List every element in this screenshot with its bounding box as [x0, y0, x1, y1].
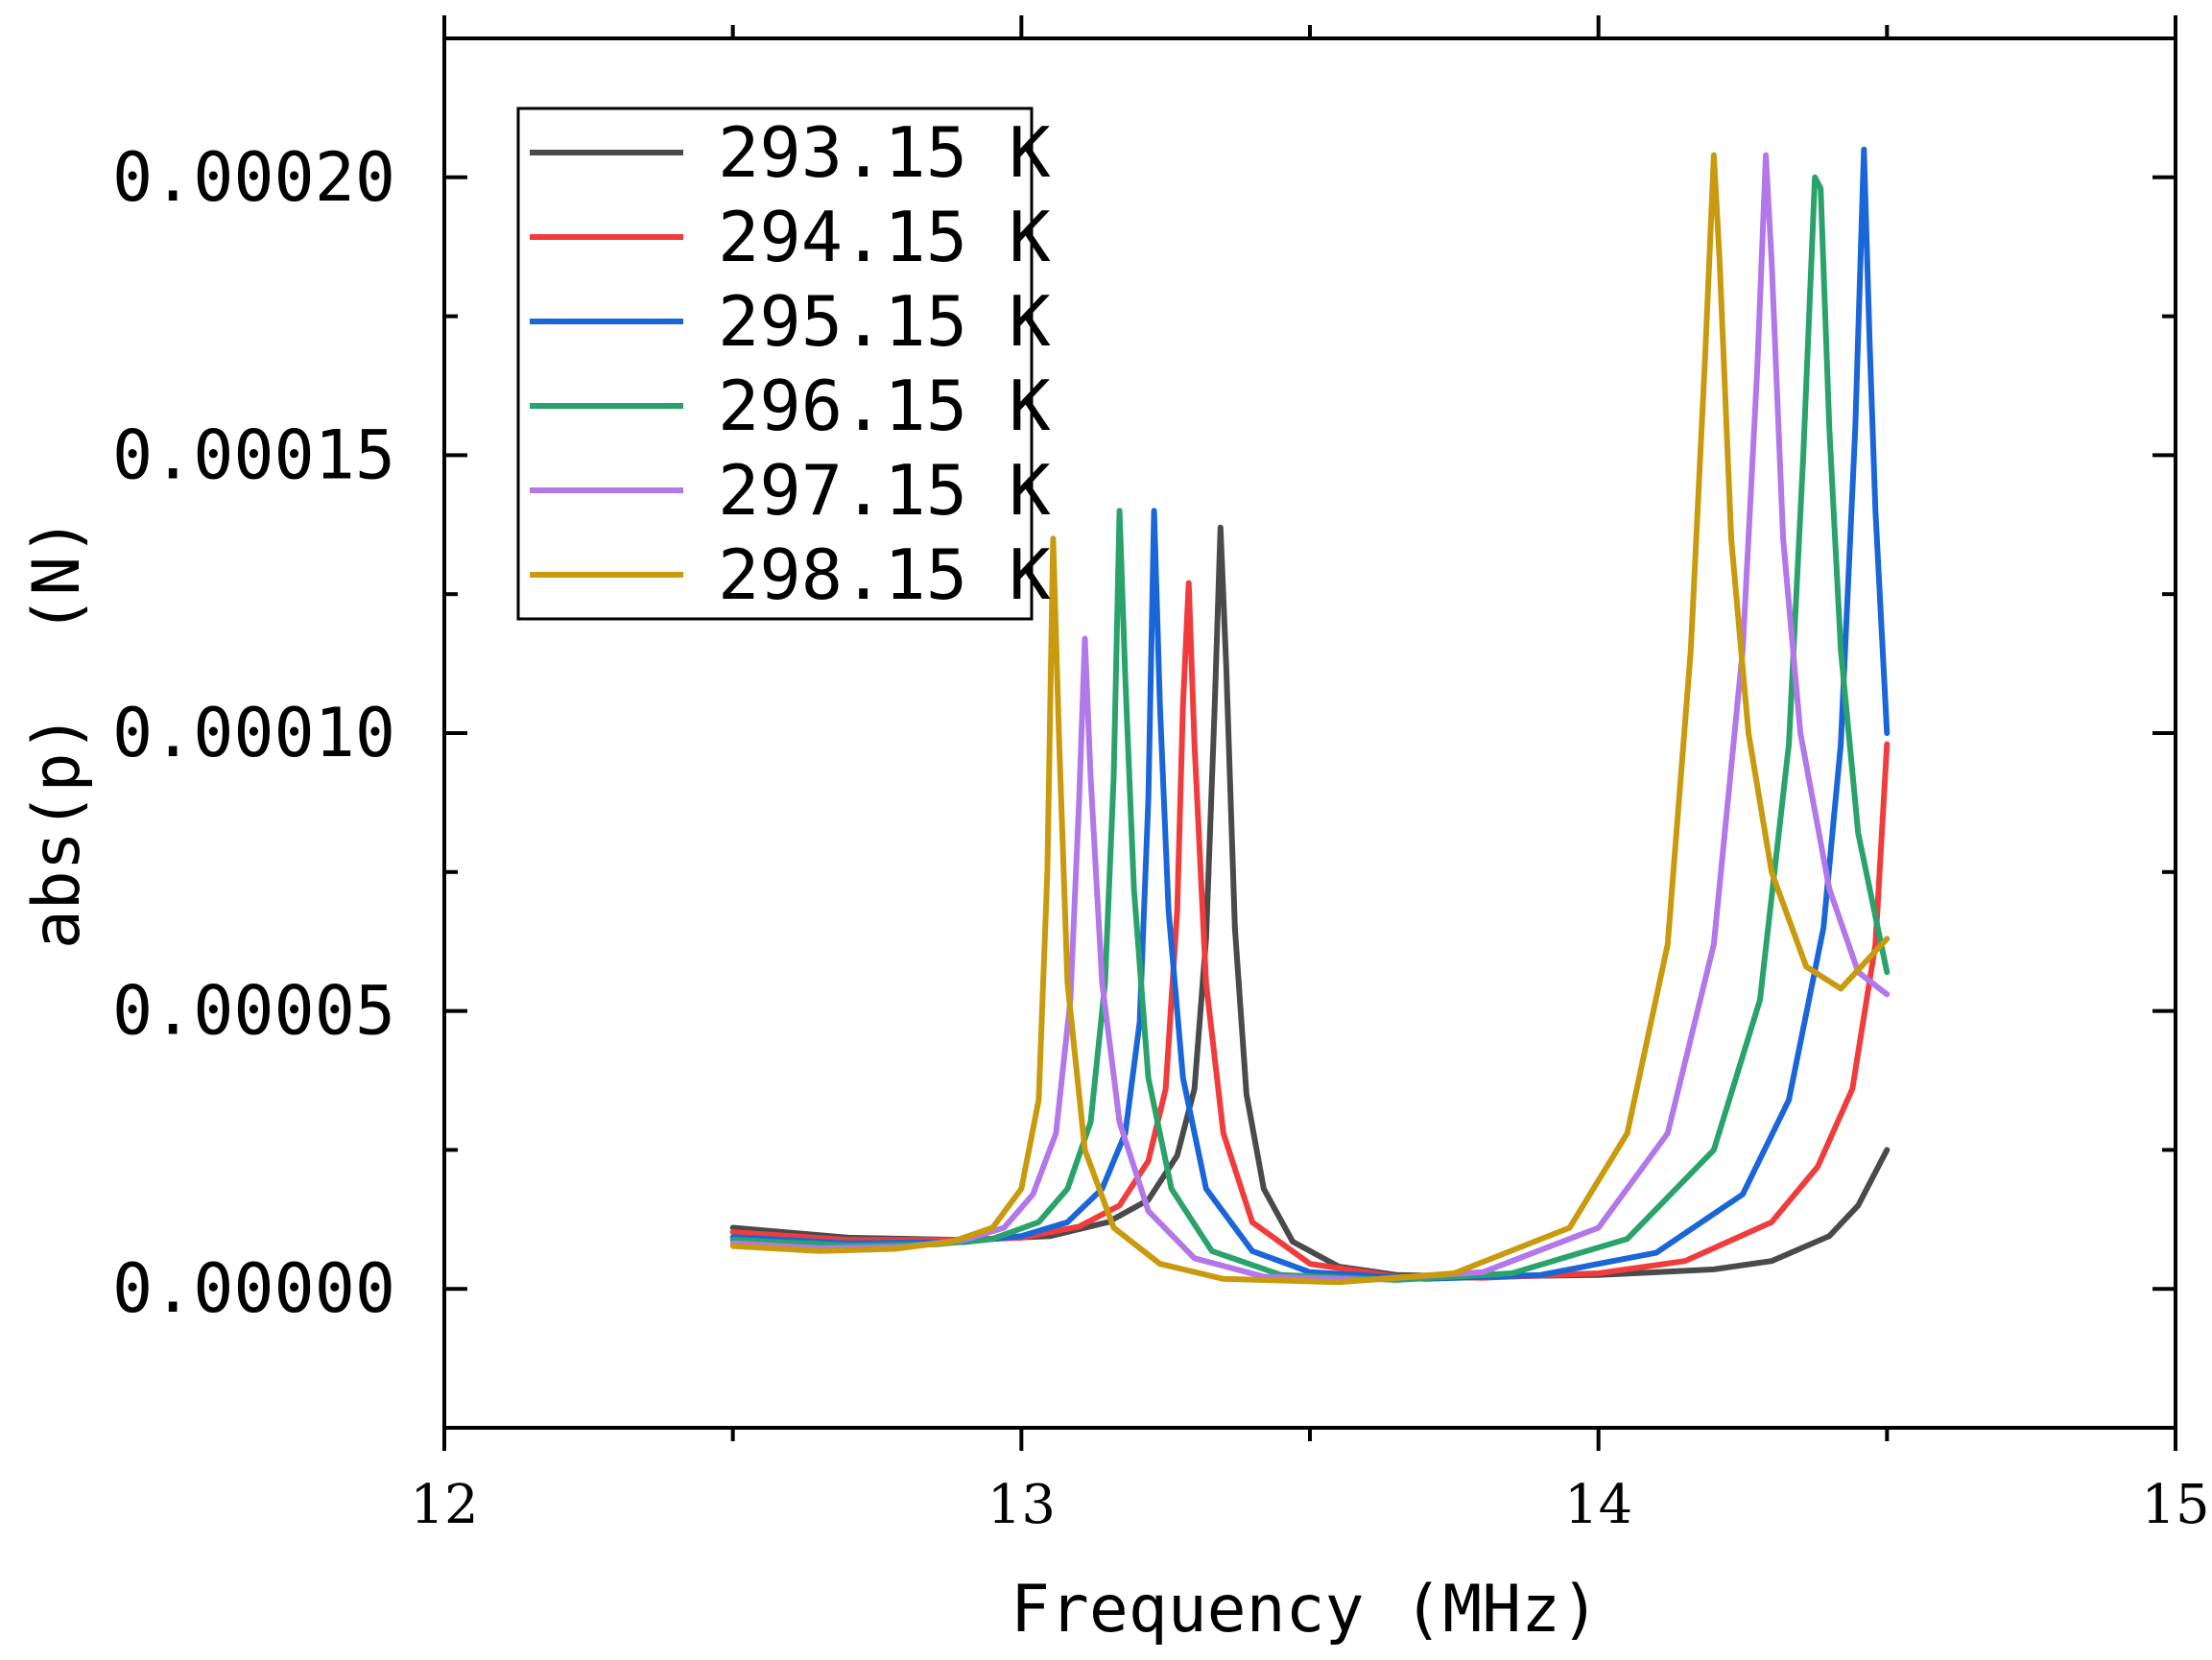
y-tick-label: 0.00000 [112, 1249, 395, 1328]
x-tick-label: 13 [987, 1474, 1056, 1536]
legend-label-0: 293.15 K [718, 112, 1051, 193]
y-tick-label: 0.00015 [112, 415, 395, 494]
x-axis-title: Frequency (MHz) [1011, 1572, 1600, 1648]
legend-label-1: 294.15 K [718, 197, 1051, 277]
series-line-0 [729, 524, 1891, 1280]
y-tick-label: 0.00020 [112, 138, 395, 217]
legend-label-4: 297.15 K [718, 450, 1051, 531]
y-tick-label: 0.00010 [112, 694, 395, 772]
x-tick-label: 12 [410, 1474, 478, 1536]
series-line-2 [729, 146, 1891, 1282]
legend-box [516, 107, 1034, 621]
series-line-5 [729, 152, 1891, 1286]
tick-layer: 12 13 14 15 0.00000 0.00005 0.00010 0.00015 0.00… [112, 15, 2210, 1536]
x-tick-label: 14 [1564, 1474, 1632, 1536]
series-line-1 [729, 580, 1891, 1281]
legend-label-2: 295.15 K [718, 281, 1051, 362]
legend-label-5: 298.15 K [718, 534, 1051, 615]
y-axis-title: abs(p) (N) [19, 517, 95, 949]
x-tick-label: 15 [2141, 1474, 2209, 1536]
series-layer [729, 146, 1891, 1286]
legend-label-3: 296.15 K [718, 366, 1051, 446]
y-tick-label: 0.00005 [112, 972, 395, 1051]
series-line-4 [729, 152, 1891, 1283]
series-line-3 [729, 174, 1891, 1283]
